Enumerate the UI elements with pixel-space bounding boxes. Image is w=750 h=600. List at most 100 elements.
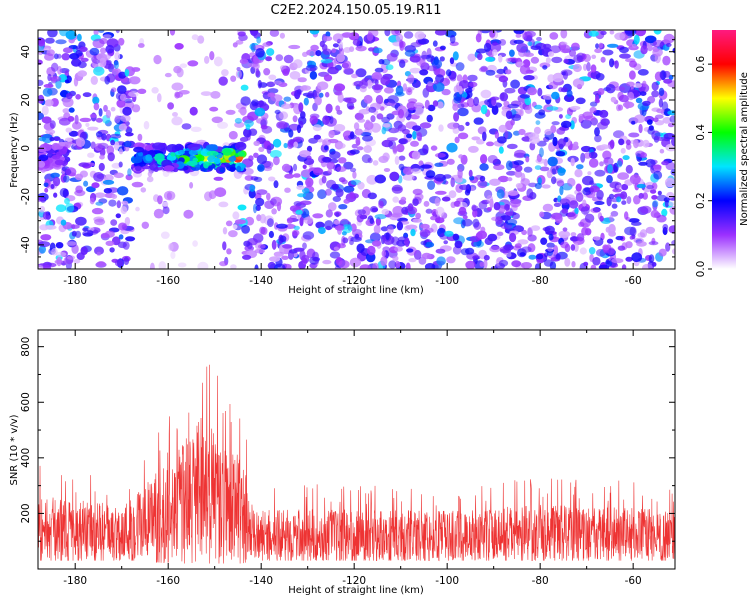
- heatmap-cell: [356, 146, 364, 151]
- heatmap-cell: [230, 264, 237, 269]
- heatmap-cell: [336, 166, 347, 173]
- heatmap-cell: [458, 206, 467, 216]
- heatmap-cell: [302, 187, 310, 194]
- heatmap-cell: [597, 88, 605, 96]
- heatmap-cell: [658, 87, 665, 97]
- heatmap-cell: [257, 244, 266, 249]
- heatmap-cell: [307, 90, 315, 99]
- heatmap-cell: [407, 74, 415, 84]
- heatmap-cell: [352, 171, 357, 179]
- heatmap-cell: [97, 142, 109, 150]
- heatmap-cell: [523, 166, 533, 173]
- heatmap-cell: [563, 58, 569, 64]
- heatmap-cell: [554, 214, 563, 224]
- heatmap-cell: [626, 196, 632, 205]
- heatmap-cell: [234, 117, 242, 124]
- heatmap-cell: [104, 75, 110, 85]
- heatmap-cell: [656, 137, 668, 141]
- colorbar-tick-label: 0.2: [695, 192, 707, 209]
- heatmap-cell: [648, 254, 655, 263]
- heatmap-cell: [633, 195, 641, 205]
- heatmap-cell: [555, 151, 566, 157]
- heatmap-band-cell: [149, 162, 158, 171]
- heatmap-cell: [585, 228, 592, 236]
- heatmap-cell: [321, 139, 327, 147]
- heatmap-cell: [635, 30, 646, 37]
- heatmap-cell: [454, 136, 460, 144]
- heatmap-cell: [363, 94, 373, 104]
- heatmap-cell: [110, 133, 122, 139]
- colorbar-gradient: [712, 30, 736, 269]
- heatmap-cell: [291, 229, 300, 237]
- heatmap-cell: [268, 176, 276, 182]
- heatmap-cell: [383, 168, 391, 172]
- heatmap-cell: [572, 63, 582, 73]
- heatmap-cell: [94, 192, 106, 198]
- heatmap-cell: [371, 207, 379, 212]
- heatmap-cell: [466, 97, 475, 108]
- heatmap-cell: [424, 263, 436, 269]
- heatmap-cell: [257, 164, 265, 172]
- heatmap-cell: [590, 264, 597, 269]
- heatmap-cell: [513, 152, 526, 159]
- heatmap-cell: [118, 234, 124, 240]
- heatmap-cell: [520, 178, 530, 186]
- heatmap-cell: [266, 48, 275, 56]
- heatmap-cell: [614, 32, 626, 41]
- heatmap-cell: [269, 256, 281, 262]
- heatmap-cell: [71, 58, 82, 67]
- heatmap-cell: [372, 160, 379, 166]
- heatmap-cell: [584, 213, 595, 223]
- heatmap-cell: [489, 245, 501, 253]
- heatmap-cell: [434, 173, 446, 182]
- heatmap-cell: [512, 225, 524, 233]
- heatmap-cell: [419, 122, 432, 129]
- heatmap-cell: [174, 91, 181, 99]
- heatmap-cell: [625, 256, 633, 262]
- heatmap-cell: [661, 101, 669, 112]
- heatmap-cell: [548, 233, 554, 241]
- heatmap-band-cell: [152, 142, 165, 150]
- heatmap-cell: [449, 57, 455, 65]
- heatmap-cell: [547, 51, 555, 57]
- heatmap-cell: [98, 30, 105, 33]
- heatmap-cell: [536, 36, 542, 42]
- heatmap-cell: [609, 214, 614, 223]
- heatmap-cell: [551, 121, 560, 126]
- heatmap-cell: [73, 259, 81, 264]
- heatmap-cell: [455, 62, 465, 71]
- snr-xtick-label: -100: [435, 575, 459, 587]
- heatmap-cell: [392, 196, 400, 203]
- heatmap-cell: [605, 84, 616, 94]
- heatmap-cell: [276, 121, 288, 130]
- heatmap-cell: [598, 264, 610, 269]
- heatmap-cell: [98, 218, 104, 223]
- heatmap-cell: [312, 124, 322, 132]
- heatmap-cell: [505, 110, 513, 120]
- heatmap-cell: [61, 53, 71, 61]
- heatmap-cell: [236, 67, 241, 71]
- heatmap-cell: [453, 112, 460, 122]
- heatmap-cell: [475, 48, 487, 54]
- heatmap-cell: [317, 189, 327, 200]
- heatmap-cell: [327, 66, 339, 75]
- heatmap-cell: [539, 211, 545, 218]
- heatmap-cell: [396, 143, 405, 153]
- heatmap-cell: [538, 109, 546, 116]
- heatmap-cell: [158, 261, 167, 269]
- heatmap-cell: [543, 252, 549, 258]
- heatmap-cell: [352, 39, 361, 46]
- heatmap-cell: [174, 43, 184, 50]
- heatmap-cell: [446, 256, 456, 264]
- heatmap-cell: [402, 167, 413, 175]
- heatmap-cell: [586, 61, 591, 72]
- heatmap-cell: [282, 244, 293, 249]
- heatmap-cell: [524, 105, 533, 114]
- heatmap-cell: [82, 227, 90, 232]
- heatmap-cell: [50, 172, 60, 179]
- heatmap-cell: [572, 78, 585, 88]
- heatmap-cell: [652, 39, 664, 48]
- heatmap-cell: [351, 143, 358, 149]
- heatmap-cell: [329, 151, 341, 160]
- heatmap-cell: [251, 99, 259, 106]
